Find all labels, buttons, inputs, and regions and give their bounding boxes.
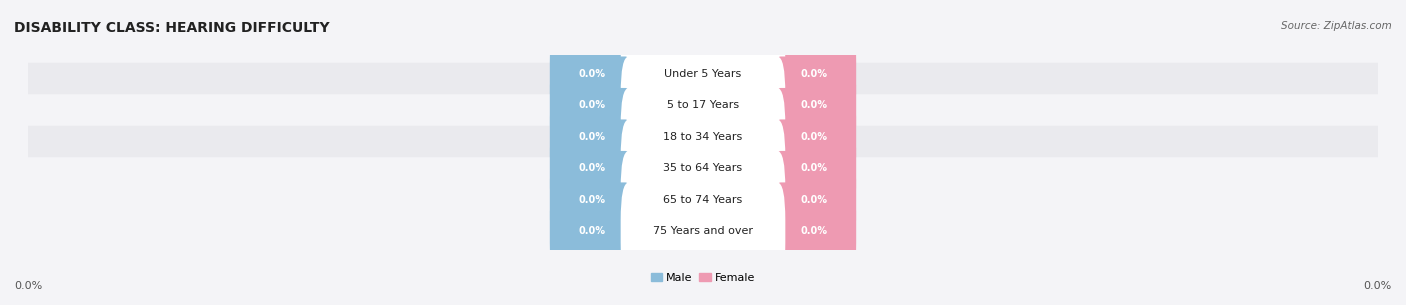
FancyBboxPatch shape — [550, 25, 634, 123]
Text: 0.0%: 0.0% — [801, 226, 828, 236]
FancyBboxPatch shape — [550, 120, 634, 217]
Text: 0.0%: 0.0% — [578, 132, 605, 142]
Text: DISABILITY CLASS: HEARING DIFFICULTY: DISABILITY CLASS: HEARING DIFFICULTY — [14, 21, 329, 35]
FancyBboxPatch shape — [550, 56, 634, 154]
FancyBboxPatch shape — [772, 120, 856, 217]
FancyBboxPatch shape — [14, 157, 1392, 305]
FancyBboxPatch shape — [620, 151, 786, 249]
Text: 0.0%: 0.0% — [801, 195, 828, 205]
Text: 0.0%: 0.0% — [578, 163, 605, 173]
Text: 75 Years and over: 75 Years and over — [652, 226, 754, 236]
Text: 0.0%: 0.0% — [801, 69, 828, 79]
Text: 0.0%: 0.0% — [578, 100, 605, 110]
Text: 0.0%: 0.0% — [1364, 281, 1392, 291]
FancyBboxPatch shape — [772, 25, 856, 123]
Text: 35 to 64 Years: 35 to 64 Years — [664, 163, 742, 173]
Text: 0.0%: 0.0% — [14, 281, 42, 291]
Legend: Male, Female: Male, Female — [647, 268, 759, 288]
FancyBboxPatch shape — [620, 88, 786, 185]
FancyBboxPatch shape — [620, 182, 786, 280]
FancyBboxPatch shape — [620, 120, 786, 217]
FancyBboxPatch shape — [772, 88, 856, 185]
FancyBboxPatch shape — [14, 31, 1392, 179]
FancyBboxPatch shape — [550, 182, 634, 280]
FancyBboxPatch shape — [620, 56, 786, 154]
FancyBboxPatch shape — [772, 182, 856, 280]
FancyBboxPatch shape — [550, 88, 634, 185]
FancyBboxPatch shape — [14, 63, 1392, 211]
FancyBboxPatch shape — [772, 56, 856, 154]
Text: 5 to 17 Years: 5 to 17 Years — [666, 100, 740, 110]
Text: 0.0%: 0.0% — [578, 69, 605, 79]
Text: 0.0%: 0.0% — [801, 163, 828, 173]
Text: 0.0%: 0.0% — [801, 100, 828, 110]
FancyBboxPatch shape — [14, 94, 1392, 242]
FancyBboxPatch shape — [772, 151, 856, 249]
FancyBboxPatch shape — [620, 25, 786, 123]
FancyBboxPatch shape — [14, 0, 1392, 148]
Text: 65 to 74 Years: 65 to 74 Years — [664, 195, 742, 205]
FancyBboxPatch shape — [550, 151, 634, 249]
Text: 0.0%: 0.0% — [578, 195, 605, 205]
Text: 18 to 34 Years: 18 to 34 Years — [664, 132, 742, 142]
Text: 0.0%: 0.0% — [578, 226, 605, 236]
FancyBboxPatch shape — [14, 126, 1392, 274]
Text: 0.0%: 0.0% — [801, 132, 828, 142]
Text: Under 5 Years: Under 5 Years — [665, 69, 741, 79]
Text: Source: ZipAtlas.com: Source: ZipAtlas.com — [1281, 21, 1392, 31]
